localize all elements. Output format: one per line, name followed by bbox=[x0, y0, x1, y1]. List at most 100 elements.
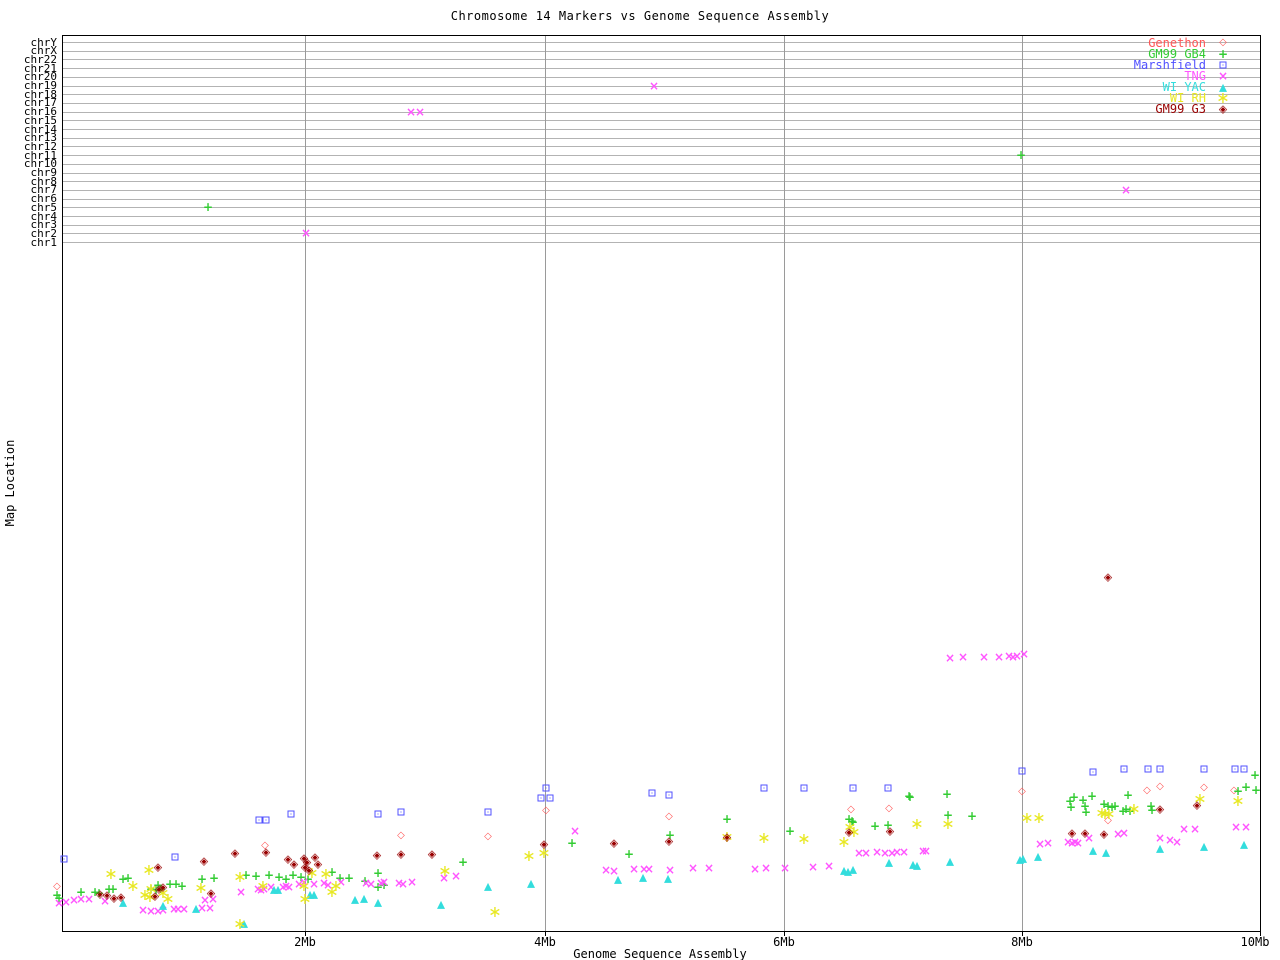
data-point-wi-rh: ∗ bbox=[1098, 804, 1112, 823]
legend-marker-gm99-g3: ◈ bbox=[1218, 102, 1228, 116]
data-point-wi-yac: ▴ bbox=[1239, 834, 1249, 853]
data-point-tng: × bbox=[1240, 820, 1252, 834]
data-point-wi-yac: ▴ bbox=[273, 879, 283, 898]
data-point-wi-rh: ∗ bbox=[1231, 791, 1245, 810]
y-tick-label-chr10: chr10 bbox=[23, 157, 57, 171]
legend-label-wi-rh: WI RH bbox=[1169, 91, 1206, 105]
data-point-marshfield bbox=[884, 784, 892, 792]
y-tick-label-chr11: chr11 bbox=[23, 148, 57, 162]
data-point-marshfield bbox=[171, 853, 179, 861]
data-point-wi-yac: ▴ bbox=[1101, 842, 1111, 861]
data-point-tng: × bbox=[749, 862, 761, 876]
data-point-tng: × bbox=[298, 875, 310, 889]
data-point-tng: × bbox=[365, 877, 377, 891]
data-point-gm99-gb4: + bbox=[343, 871, 355, 885]
data-point-tng: × bbox=[608, 864, 620, 878]
data-point-genethon: ◇ bbox=[885, 803, 893, 814]
data-point-tng: × bbox=[99, 894, 111, 908]
data-point-genethon: ◇ bbox=[53, 881, 61, 892]
data-point-tng: × bbox=[600, 863, 612, 877]
data-point-marshfield bbox=[1156, 765, 1164, 773]
outlier-point-chr7: × bbox=[1120, 182, 1132, 197]
data-point-tng: × bbox=[265, 880, 277, 894]
data-point-tng: × bbox=[258, 882, 270, 896]
legend-label-marshfield: Marshfield bbox=[1133, 58, 1206, 72]
data-point-gm99-g3: ◈ bbox=[722, 830, 732, 844]
chromosome-gridline bbox=[63, 146, 1260, 148]
data-point-tng: × bbox=[1072, 836, 1084, 850]
data-point-gm99-g3: ◈ bbox=[1067, 826, 1077, 840]
data-point-gm99-gb4: + bbox=[882, 818, 894, 832]
data-point-gm99-g3: ◈ bbox=[102, 888, 112, 902]
data-point-wi-rh: ∗ bbox=[720, 827, 734, 846]
data-point-gm99-gb4: + bbox=[1102, 799, 1114, 813]
data-point-wi-yac: ▴ bbox=[663, 868, 673, 887]
chromosome-gridline bbox=[63, 198, 1260, 200]
data-point-wi-rh: ∗ bbox=[941, 814, 955, 833]
data-point-gm99-gb4: + bbox=[1068, 790, 1080, 804]
data-point-marshfield bbox=[397, 808, 405, 816]
data-point-gm99-gb4: + bbox=[295, 870, 307, 884]
data-point-tng: × bbox=[993, 650, 1005, 664]
data-point-gm99-gb4: + bbox=[176, 879, 188, 893]
chromosome-gridline bbox=[63, 242, 1260, 244]
data-point-marshfield bbox=[1144, 765, 1152, 773]
data-point-tng: × bbox=[703, 861, 715, 875]
x-gridline bbox=[305, 36, 306, 931]
chromosome-gridline bbox=[63, 189, 1260, 191]
data-point-wi-rh: ∗ bbox=[305, 863, 319, 882]
data-point-gm99-g3: ◈ bbox=[313, 857, 323, 871]
data-point-tng: × bbox=[664, 863, 676, 877]
x-gridline bbox=[545, 36, 546, 931]
data-point-gm99-gb4: + bbox=[869, 819, 881, 833]
chromosome-gridline bbox=[63, 120, 1260, 122]
data-point-tng: × bbox=[1171, 835, 1183, 849]
data-point-wi-rh: ∗ bbox=[522, 846, 536, 865]
data-point-gm99-g3: ◈ bbox=[289, 857, 299, 871]
chromosome-gridline bbox=[63, 137, 1260, 139]
data-point-gm99-g3: ◈ bbox=[206, 886, 216, 900]
data-point-wi-rh: ∗ bbox=[1020, 808, 1034, 827]
data-point-gm99-g3: ◈ bbox=[304, 863, 314, 877]
data-point-wi-yac: ▴ bbox=[1018, 848, 1028, 867]
data-point-gm99-gb4: + bbox=[107, 882, 119, 896]
data-point-marshfield bbox=[255, 816, 263, 824]
data-point-gm99-gb4: + bbox=[1079, 799, 1091, 813]
data-point-wi-rh: ∗ bbox=[488, 902, 502, 921]
data-point-wi-rh: ∗ bbox=[1032, 808, 1046, 827]
data-point-gm99-gb4: + bbox=[847, 815, 859, 829]
data-point-wi-yac: ▴ bbox=[483, 876, 493, 895]
data-point-tng: × bbox=[1042, 836, 1054, 850]
data-point-tng: × bbox=[569, 824, 581, 838]
data-point-tng: × bbox=[318, 876, 330, 890]
chromosome-gridline bbox=[63, 181, 1260, 183]
data-point-tng: × bbox=[957, 650, 969, 664]
data-point-gm99-gb4: + bbox=[287, 868, 299, 882]
data-point-marshfield bbox=[849, 784, 857, 792]
data-point-wi-yac: ▴ bbox=[436, 894, 446, 913]
data-point-wi-rh: ∗ bbox=[161, 889, 175, 908]
data-point-tng: × bbox=[322, 878, 334, 892]
data-point-wi-yac: ▴ bbox=[373, 892, 383, 911]
data-point-gm99-gb4: + bbox=[1232, 784, 1244, 798]
data-point-wi-yac: ▴ bbox=[158, 895, 168, 914]
outlier-point-chr16: × bbox=[414, 104, 426, 119]
data-point-tng: × bbox=[53, 896, 65, 910]
data-point-gm99-gb4: + bbox=[1122, 788, 1134, 802]
x-tick-mark bbox=[1260, 931, 1261, 936]
y-tick-label-chr15: chr15 bbox=[23, 113, 57, 127]
chromosome-gridline bbox=[63, 102, 1260, 104]
chromosome-gridline bbox=[63, 50, 1260, 52]
data-point-marshfield bbox=[1089, 768, 1097, 776]
data-point-tng: × bbox=[1178, 822, 1190, 836]
data-point-gm99-gb4: + bbox=[784, 824, 796, 838]
chromosome-gridline bbox=[63, 59, 1260, 61]
data-point-gm99-gb4: + bbox=[93, 886, 105, 900]
data-point-wi-yac: ▴ bbox=[269, 879, 279, 898]
data-point-tng: × bbox=[886, 846, 898, 860]
data-point-wi-rh: ∗ bbox=[138, 885, 152, 904]
data-point-gm99-gb4: + bbox=[117, 872, 129, 886]
legend-marker-genethon: ◇ bbox=[1219, 37, 1227, 48]
data-point-gm99-gb4: + bbox=[273, 870, 285, 884]
